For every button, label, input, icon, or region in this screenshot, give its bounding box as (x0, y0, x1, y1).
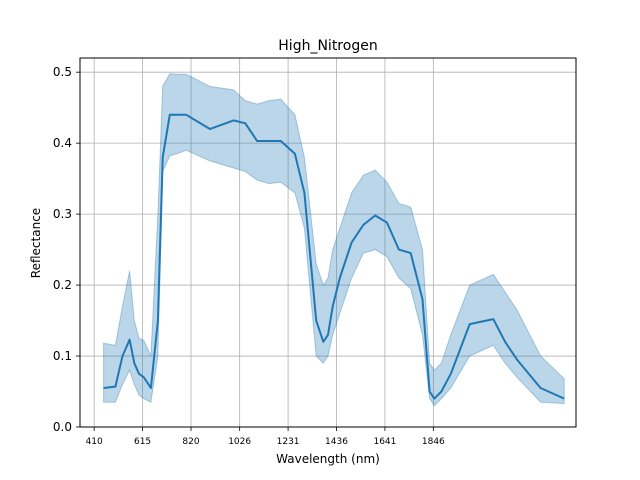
x-tick-label: 1641 (373, 437, 396, 447)
mean-reflectance-line (103, 113, 565, 400)
x-tick-label: 1436 (325, 437, 348, 447)
chart-title: High_Nitrogen (278, 38, 377, 54)
y-tick-label: 0.4 (53, 136, 72, 150)
plot-area-frame (79, 57, 577, 428)
x-tick-label: 615 (134, 437, 151, 447)
y-tick-label: 0.2 (53, 278, 72, 292)
y-tick-label: 0.0 (53, 420, 72, 434)
y-axis-ticks: 0.0 0.1 0.2 0.3 0.4 0.5 (53, 65, 80, 434)
y-tick-label: 0.5 (53, 65, 72, 79)
y-tick-label: 0.1 (53, 349, 72, 363)
x-tick-label: 410 (86, 437, 103, 447)
y-axis-label: Reflectance (29, 208, 43, 278)
confidence-band (103, 73, 565, 407)
x-tick-label: 1846 (422, 437, 445, 447)
grid-lines (80, 58, 576, 428)
x-tick-label: 1231 (277, 437, 300, 447)
x-tick-label: 1026 (228, 437, 251, 447)
x-tick-label: 820 (182, 437, 199, 447)
x-axis-label: Wavelength (nm) (276, 452, 380, 466)
y-tick-label: 0.3 (53, 207, 72, 221)
x-axis-ticks: 410 615 820 1026 1231 1436 1641 1846 (86, 427, 445, 447)
